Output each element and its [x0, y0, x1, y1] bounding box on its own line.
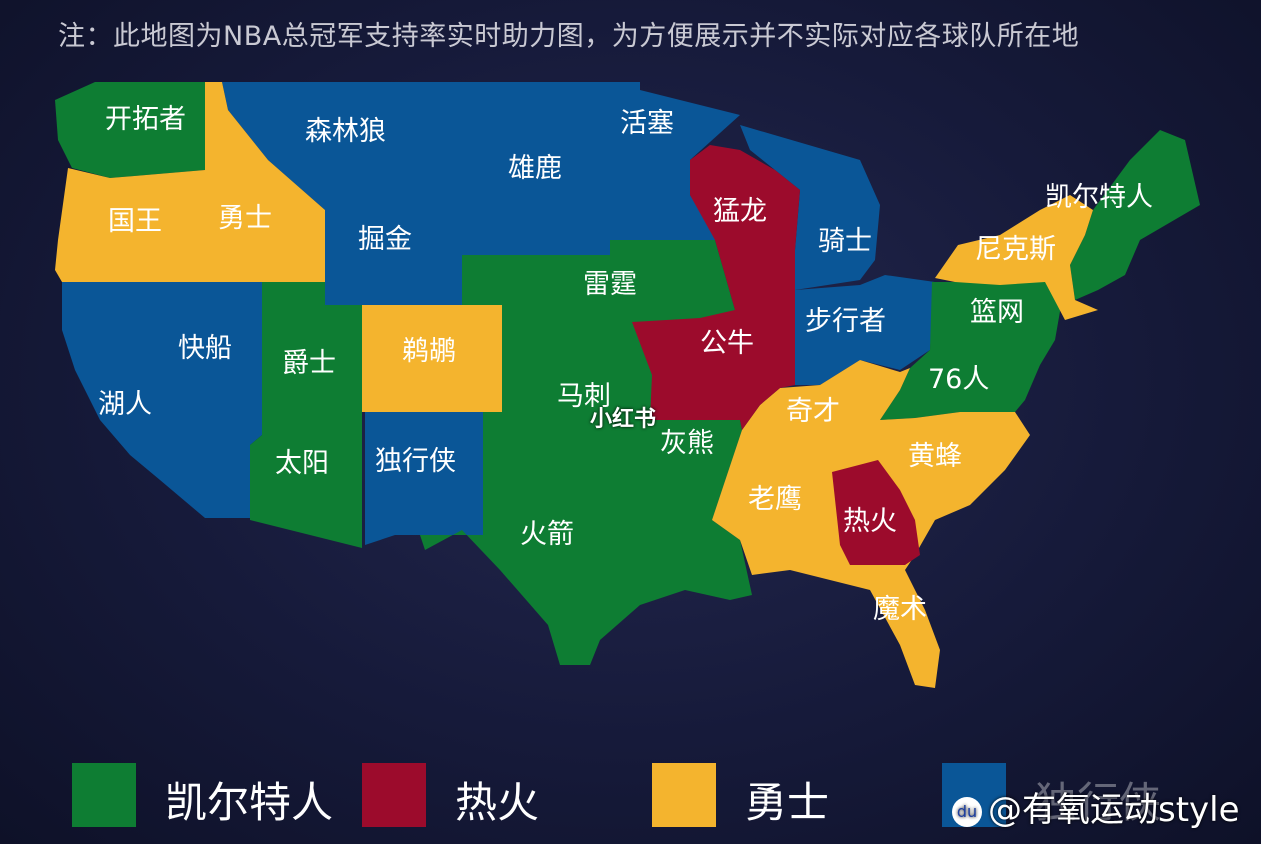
team-label-xionglu: 雄鹿	[508, 153, 562, 184]
state-new-york	[935, 195, 1098, 320]
state-utah	[262, 282, 362, 412]
state-mid-atlantic	[880, 282, 1062, 420]
team-label-buxingzhe: 步行者	[805, 306, 886, 337]
state-michigan	[740, 125, 880, 290]
team-label-tihu: 鹈鹕	[402, 336, 456, 367]
team-label-maci: 马刺	[557, 381, 611, 412]
team-label-gongniu: 公牛	[700, 328, 754, 359]
corner-watermark: du @有氧运动style	[952, 782, 1240, 831]
team-label-qishi: 骑士	[818, 226, 872, 257]
xiaohongshu-watermark: 小红书	[590, 407, 657, 432]
team-label-kuaichuan: 快船	[178, 333, 232, 364]
state-washington	[55, 82, 205, 178]
region-blue	[62, 82, 935, 545]
team-label-huangfeng: 黄蜂	[908, 441, 962, 472]
legend-label-2: 勇士	[745, 778, 830, 827]
state-new-england	[1070, 130, 1200, 300]
state-wyoming	[362, 305, 502, 412]
state-georgia	[832, 460, 920, 565]
legend-label-1: 热火	[455, 778, 540, 827]
team-label-juejin: 掘金	[358, 224, 412, 255]
team-label-huren: 湖人	[98, 389, 152, 420]
state-ohio	[795, 275, 935, 385]
legend-swatch-0	[72, 763, 136, 827]
team-label-duxingxia: 独行侠	[375, 446, 456, 477]
legend-label-3: 独行侠	[1035, 778, 1162, 827]
team-label-qicai: 奇才	[786, 396, 840, 427]
legend-swatch-1	[362, 763, 426, 827]
legend-label-0: 凯尔特人	[165, 778, 334, 827]
paw-icon: du	[952, 796, 982, 827]
region-red	[632, 145, 920, 565]
team-label-kaituozhe: 开拓者	[105, 104, 186, 135]
team-label-guowang: 国王	[108, 206, 162, 237]
team-label-leiting: 雷霆	[583, 269, 637, 300]
team-label-taiyang: 太阳	[275, 448, 329, 479]
map-note: 注：此地图为NBA总冠军支持率实时助力图，为方便展示并不实际对应各球队所在地	[58, 21, 1080, 52]
team-label-76ren: 76人	[928, 364, 989, 395]
team-label-kaierteren: 凯尔特人	[1045, 182, 1153, 213]
map-legend: 凯尔特人 热火 勇士 独行侠	[0, 755, 1261, 835]
team-label-moshu: 魔术	[873, 594, 927, 625]
state-wisconsin-illinois	[632, 145, 800, 430]
state-oregon-idaho	[55, 82, 325, 282]
team-label-huojian: 火箭	[520, 519, 574, 550]
state-montana-dakota	[222, 82, 740, 305]
team-label-rehuo: 热火	[843, 506, 897, 537]
state-arizona	[250, 412, 362, 548]
team-label-laoying: 老鹰	[748, 484, 802, 515]
team-label-huixiong: 灰熊	[660, 428, 714, 459]
team-label-yongshi: 勇士	[218, 203, 272, 234]
team-label-nikesi: 尼克斯	[975, 234, 1056, 265]
team-label-huosai: 活塞	[620, 108, 674, 139]
legend-swatch-2	[652, 763, 716, 827]
state-california	[62, 282, 262, 518]
team-label-senlinlang: 森林狼	[305, 116, 386, 147]
watermark-text: @有氧运动style	[988, 790, 1240, 830]
team-label-lanwang: 篮网	[970, 297, 1024, 328]
team-label-menglong: 猛龙	[713, 196, 767, 227]
team-label-jueshi: 爵士	[282, 348, 336, 379]
state-new-mexico	[365, 412, 483, 545]
